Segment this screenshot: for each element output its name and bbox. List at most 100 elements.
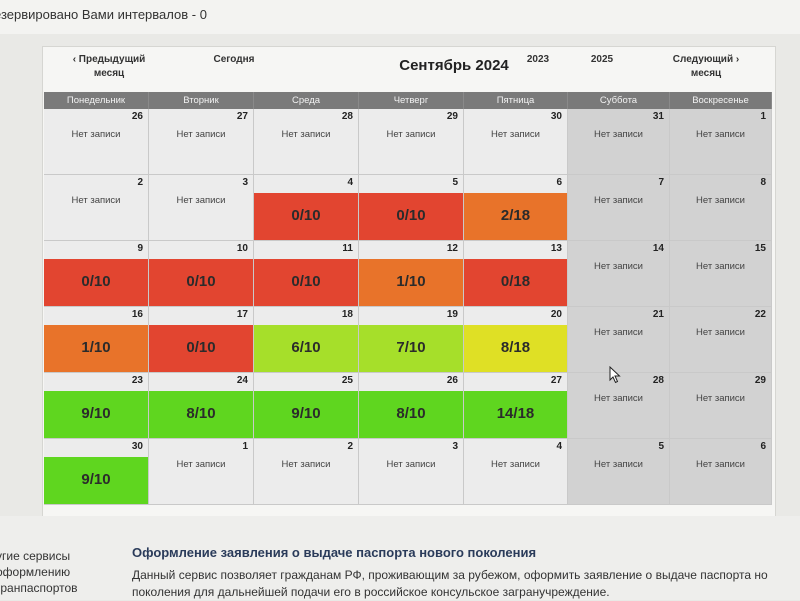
- slot-availability[interactable]: 9/10: [44, 391, 148, 438]
- slot-availability[interactable]: 1/10: [44, 325, 148, 372]
- calendar-day-cell: 28 Нет записи: [568, 373, 670, 439]
- day-number: 14: [652, 243, 664, 254]
- no-booking-label: Нет записи: [670, 325, 771, 372]
- weekday-header: Суббота: [568, 92, 670, 109]
- calendar-day-cell: 29 Нет записи: [670, 373, 772, 439]
- day-number: 15: [754, 243, 766, 254]
- day-number: 5: [452, 177, 458, 188]
- day-number: 3: [242, 177, 248, 188]
- day-number: 27: [550, 375, 562, 386]
- no-booking-label: Нет записи: [176, 129, 226, 140]
- slot-availability[interactable]: 0/10: [359, 193, 463, 240]
- slot-availability[interactable]: 0/10: [149, 259, 253, 306]
- calendar-day-cell[interactable]: 10 0/10: [149, 241, 254, 307]
- other-services-link-line3[interactable]: гранпаспортов: [0, 581, 78, 595]
- calendar-title: Сентябрь 2024: [399, 57, 509, 74]
- calendar-day-cell: 26 Нет записи: [44, 109, 149, 175]
- no-booking-label: Нет записи: [568, 457, 669, 504]
- slot-availability[interactable]: 0/18: [464, 259, 567, 306]
- day-number: 25: [341, 375, 353, 386]
- service-description-line2: поколения для дальнейшей подачи его в ро…: [132, 585, 610, 599]
- no-booking-label: Нет записи: [281, 459, 331, 470]
- weekday-header: Воскресенье: [670, 92, 772, 109]
- calendar-day-cell[interactable]: 27 14/18: [464, 373, 568, 439]
- calendar-day-cell: 1 Нет записи: [149, 439, 254, 505]
- no-booking-label: Нет записи: [71, 195, 121, 206]
- slot-availability[interactable]: 6/10: [254, 325, 358, 372]
- slot-availability[interactable]: 7/10: [359, 325, 463, 372]
- slot-availability[interactable]: 8/18: [464, 325, 567, 372]
- prev-month-label-line2: месяц: [93, 68, 125, 79]
- prev-year-link[interactable]: 2023: [526, 54, 550, 65]
- service-title[interactable]: Оформление заявления о выдаче паспорта н…: [132, 545, 537, 560]
- calendar-day-cell[interactable]: 11 0/10: [254, 241, 359, 307]
- day-number: 11: [342, 243, 353, 254]
- slot-availability[interactable]: 8/10: [359, 391, 463, 438]
- day-number: 2: [347, 441, 353, 452]
- today-link[interactable]: Сегодня: [213, 54, 255, 65]
- calendar-day-cell: 30 Нет записи: [464, 109, 568, 175]
- other-services-link-line2[interactable]: оформлению: [0, 565, 71, 579]
- top-bar: езервировано Вами интервалов - 0: [0, 0, 800, 34]
- day-number: 29: [446, 111, 458, 122]
- calendar-day-cell[interactable]: 13 0/18: [464, 241, 568, 307]
- calendar-day-cell: 31 Нет записи: [568, 109, 670, 175]
- calendar-day-cell: 1 Нет записи: [670, 109, 772, 175]
- no-booking-label: Нет записи: [281, 129, 331, 140]
- calendar-day-cell[interactable]: 12 1/10: [359, 241, 464, 307]
- no-booking-label: Нет записи: [670, 127, 771, 174]
- calendar-day-cell[interactable]: 19 7/10: [359, 307, 464, 373]
- slot-availability[interactable]: 9/10: [44, 457, 148, 504]
- day-number: 7: [658, 177, 664, 188]
- calendar-day-cell[interactable]: 9 0/10: [44, 241, 149, 307]
- no-booking-label: Нет записи: [491, 129, 540, 140]
- next-month-link[interactable]: Следующий › месяц: [664, 53, 748, 81]
- calendar-day-cell[interactable]: 18 6/10: [254, 307, 359, 373]
- calendar-day-cell[interactable]: 20 8/18: [464, 307, 568, 373]
- calendar-day-cell[interactable]: 23 9/10: [44, 373, 149, 439]
- calendar-day-cell: 6 Нет записи: [670, 439, 772, 505]
- calendar-day-cell[interactable]: 5 0/10: [359, 175, 464, 241]
- no-booking-label: Нет записи: [386, 129, 436, 140]
- calendar-day-cell[interactable]: 6 2/18: [464, 175, 568, 241]
- calendar-day-cell[interactable]: 4 0/10: [254, 175, 359, 241]
- slot-availability[interactable]: 14/18: [464, 391, 567, 438]
- other-services-link[interactable]: угие сервисы: [0, 549, 71, 563]
- next-year-link[interactable]: 2025: [590, 54, 614, 65]
- slot-availability[interactable]: 8/10: [149, 391, 253, 438]
- no-booking-label: Нет записи: [568, 259, 669, 306]
- calendar-day-cell[interactable]: 30 9/10: [44, 439, 149, 505]
- calendar-day-cell: 2 Нет записи: [44, 175, 149, 241]
- slot-availability[interactable]: 0/10: [149, 325, 253, 372]
- calendar-day-cell[interactable]: 26 8/10: [359, 373, 464, 439]
- day-number: 2: [137, 177, 143, 188]
- day-number: 5: [658, 441, 664, 452]
- day-number: 1: [242, 441, 248, 452]
- no-booking-label: Нет записи: [491, 459, 540, 470]
- day-number: 27: [236, 111, 248, 122]
- slot-availability[interactable]: 1/10: [359, 259, 463, 306]
- slot-availability[interactable]: 0/10: [254, 193, 358, 240]
- no-booking-label: Нет записи: [71, 129, 121, 140]
- slot-availability[interactable]: 2/18: [464, 193, 567, 240]
- slot-availability[interactable]: 9/10: [254, 391, 358, 438]
- slot-availability[interactable]: 0/10: [254, 259, 358, 306]
- calendar-day-cell: 8 Нет записи: [670, 175, 772, 241]
- calendar-day-cell[interactable]: 25 9/10: [254, 373, 359, 439]
- day-number: 20: [550, 309, 562, 320]
- prev-month-link[interactable]: ‹ Предыдущий месяц: [64, 53, 154, 81]
- calendar-day-cell[interactable]: 16 1/10: [44, 307, 149, 373]
- slot-availability[interactable]: 0/10: [44, 259, 148, 306]
- reserved-intervals-text: езервировано Вами интервалов - 0: [0, 7, 207, 22]
- weekday-header: Вторник: [149, 92, 254, 109]
- day-number: 16: [131, 309, 143, 320]
- calendar-day-cell[interactable]: 17 0/10: [149, 307, 254, 373]
- no-booking-label: Нет записи: [568, 325, 669, 372]
- no-booking-label: Нет записи: [176, 195, 226, 206]
- service-description: Данный сервис позволяет гражданам РФ, пр…: [132, 567, 800, 601]
- day-number: 10: [236, 243, 248, 254]
- calendar-day-cell[interactable]: 24 8/10: [149, 373, 254, 439]
- day-number: 30: [550, 111, 562, 122]
- calendar-day-cell: 5 Нет записи: [568, 439, 670, 505]
- no-booking-label: Нет записи: [176, 459, 226, 470]
